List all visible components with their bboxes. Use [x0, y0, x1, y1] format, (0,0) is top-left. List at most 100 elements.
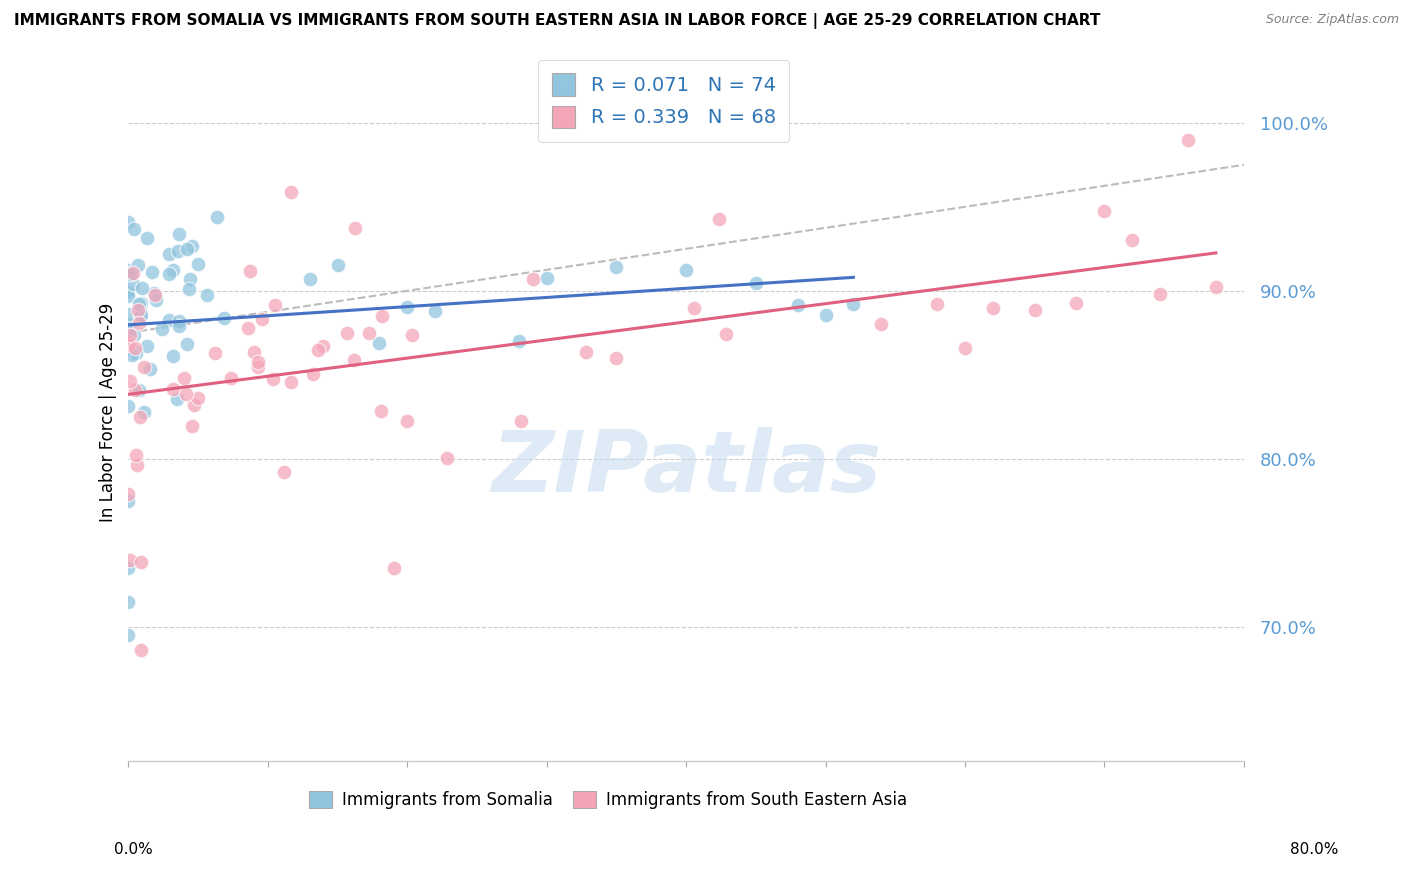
Point — [508, 334, 530, 348]
Point — [343, 352, 366, 367]
Point — [605, 260, 627, 275]
Point — [177, 282, 200, 296]
Point — [436, 451, 458, 466]
Point — [117, 215, 139, 229]
Point — [117, 338, 139, 352]
Point — [250, 312, 273, 326]
Legend: Immigrants from Somalia, Immigrants from South Eastern Asia: Immigrants from Somalia, Immigrants from… — [302, 784, 914, 815]
Point — [117, 318, 139, 332]
Point — [401, 328, 423, 343]
Text: ZIPatlas: ZIPatlas — [491, 427, 882, 510]
Point — [247, 355, 270, 369]
Point — [707, 212, 730, 227]
Point — [174, 387, 197, 401]
Point — [167, 319, 190, 334]
Point — [129, 643, 152, 657]
Point — [176, 242, 198, 256]
Point — [326, 258, 349, 272]
Point — [122, 328, 145, 343]
Point — [181, 239, 204, 253]
Point — [981, 301, 1004, 316]
Point — [117, 486, 139, 500]
Point — [117, 493, 139, 508]
Point — [157, 312, 180, 326]
Point — [1149, 286, 1171, 301]
Point — [575, 345, 598, 359]
Point — [129, 308, 152, 322]
Point — [280, 185, 302, 199]
Point — [195, 287, 218, 301]
Point — [1024, 302, 1046, 317]
Point — [179, 271, 201, 285]
Point — [714, 326, 737, 341]
Point — [745, 276, 768, 290]
Point — [312, 339, 335, 353]
Point — [1205, 280, 1227, 294]
Point — [124, 383, 146, 397]
Point — [143, 287, 166, 301]
Point — [395, 414, 418, 428]
Text: Source: ZipAtlas.com: Source: ZipAtlas.com — [1265, 13, 1399, 27]
Point — [117, 336, 139, 351]
Point — [925, 296, 948, 310]
Point — [180, 419, 202, 434]
Point — [127, 258, 149, 272]
Point — [117, 285, 139, 300]
Point — [307, 343, 329, 357]
Point — [162, 262, 184, 277]
Point — [370, 404, 392, 418]
Point — [425, 304, 447, 318]
Point — [273, 465, 295, 479]
Point — [131, 281, 153, 295]
Text: IMMIGRANTS FROM SOMALIA VS IMMIGRANTS FROM SOUTH EASTERN ASIA IN LABOR FORCE | A: IMMIGRANTS FROM SOMALIA VS IMMIGRANTS FR… — [14, 13, 1101, 29]
Point — [121, 266, 143, 280]
Point — [145, 293, 167, 308]
Point — [371, 310, 394, 324]
Point — [1066, 295, 1088, 310]
Point — [121, 348, 143, 362]
Point — [129, 309, 152, 323]
Point — [118, 374, 141, 388]
Point — [522, 272, 544, 286]
Point — [128, 297, 150, 311]
Point — [368, 335, 391, 350]
Point — [118, 307, 141, 321]
Point — [870, 317, 893, 331]
Point — [129, 555, 152, 569]
Point — [142, 285, 165, 300]
Point — [396, 300, 419, 314]
Point — [173, 371, 195, 385]
Point — [121, 277, 143, 292]
Point — [842, 297, 865, 311]
Point — [120, 327, 142, 342]
Point — [129, 302, 152, 317]
Y-axis label: In Labor Force | Age 25-29: In Labor Force | Age 25-29 — [100, 303, 117, 522]
Point — [262, 372, 284, 386]
Point — [786, 298, 808, 312]
Point — [118, 341, 141, 355]
Point — [128, 383, 150, 397]
Point — [141, 265, 163, 279]
Point — [359, 326, 381, 340]
Point — [207, 210, 229, 224]
Point — [536, 270, 558, 285]
Point — [236, 321, 259, 335]
Point — [128, 409, 150, 424]
Point — [117, 594, 139, 608]
Point — [343, 220, 366, 235]
Point — [243, 344, 266, 359]
Point — [814, 308, 837, 322]
Point — [167, 314, 190, 328]
Point — [162, 350, 184, 364]
Point — [128, 303, 150, 318]
Point — [1177, 133, 1199, 147]
Point — [117, 334, 139, 349]
Point — [117, 289, 139, 303]
Point — [683, 301, 706, 316]
Point — [675, 262, 697, 277]
Point — [510, 414, 533, 428]
Point — [1092, 203, 1115, 218]
Point — [176, 337, 198, 351]
Point — [204, 345, 226, 359]
Point — [301, 367, 323, 381]
